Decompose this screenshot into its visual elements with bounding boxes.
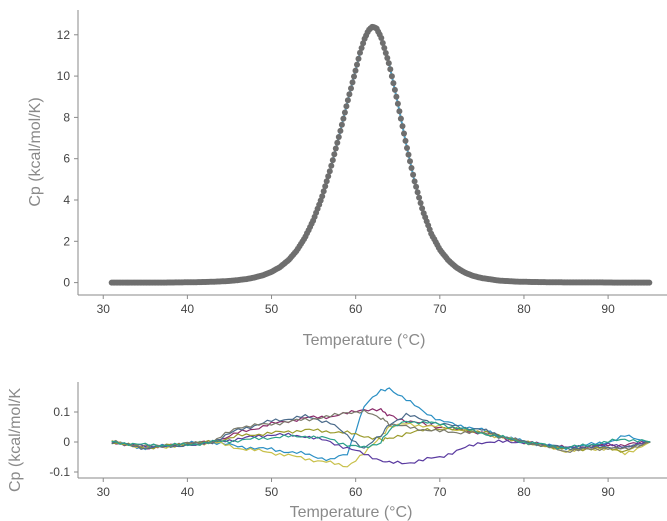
top-data-point: [331, 151, 338, 158]
top-x-tick-label: 40: [181, 302, 195, 316]
bottom-x-tick-label: 50: [265, 485, 279, 499]
top-data-point: [320, 188, 327, 195]
bottom-data-lines: [111, 387, 651, 468]
bottom-x-axis-title: Temperature (°C): [290, 504, 413, 521]
top-y-tick-label: 6: [63, 152, 70, 166]
top-data-point: [348, 85, 354, 92]
top-data-point: [381, 45, 388, 51]
top-data-point: [323, 178, 330, 185]
top-data-point: [419, 205, 426, 212]
top-data-point: [351, 73, 357, 80]
top-data-point: [340, 115, 347, 122]
top-data-point: [388, 73, 395, 80]
top-data-point: [343, 103, 350, 110]
bottom-x-tick-label: 90: [601, 485, 615, 499]
top-data-point: [401, 130, 407, 137]
top-data-point: [408, 165, 415, 171]
top-data-point: [387, 66, 394, 73]
top-y-tick-label: 0: [63, 276, 70, 290]
bottom-x-tick-label: 80: [517, 485, 531, 499]
top-data-point: [399, 123, 406, 130]
top-y-tick-label: 2: [63, 234, 70, 248]
top-data-point: [396, 108, 403, 115]
bottom-chart-panel: 30 40 50 60 70 80 90 -0.1 0 0.1 Temperature (°C)…: [7, 382, 667, 521]
top-data-point: [413, 183, 420, 190]
top-data-point: [358, 45, 365, 51]
top-chart-panel: 30 40 50 60 70 80 90 0 2 4 6 8 10 12 Temperature (°C…: [27, 10, 667, 349]
top-data-point: [325, 173, 332, 180]
top-y-tick-label: 10: [57, 69, 71, 83]
top-data-point: [397, 115, 404, 122]
top-y-tick-label: 8: [63, 110, 70, 124]
top-data-point: [394, 100, 401, 107]
top-data-point: [328, 162, 335, 169]
top-data-point: [379, 40, 386, 46]
top-y-axis-title: Cp (kcal/mol/K): [27, 97, 44, 206]
top-data-point: [319, 193, 326, 200]
top-data-point: [391, 86, 398, 93]
bottom-series-line: [111, 420, 651, 450]
bottom-x-tick-label: 60: [349, 485, 363, 499]
top-data-point: [414, 189, 421, 196]
top-x-tick-label: 60: [349, 302, 363, 316]
top-data-point: [354, 61, 360, 68]
top-data-point: [390, 80, 397, 87]
top-x-tick-label: 70: [433, 302, 447, 316]
top-data-point: [349, 79, 356, 86]
top-data-point: [384, 55, 391, 61]
bottom-y-axis-title: Cp (kcal/mol/K: [7, 388, 24, 492]
top-y-tick-label: 12: [57, 28, 71, 42]
bottom-y-tick-label: 0: [63, 435, 70, 449]
top-data-point: [410, 171, 417, 178]
top-data-point: [385, 60, 392, 67]
top-data-point: [338, 121, 345, 128]
top-data-point: [346, 91, 353, 98]
top-data-point: [405, 151, 412, 158]
bottom-x-tick-label: 30: [97, 485, 111, 499]
top-data-point: [417, 200, 424, 206]
top-data-point: [393, 93, 400, 100]
bottom-x-ticks: 30 40 50 60 70 80 90: [97, 478, 615, 499]
top-data-point: [646, 279, 653, 286]
top-data-points: [108, 23, 653, 286]
top-data-point: [382, 50, 389, 56]
top-data-point: [407, 158, 413, 165]
top-data-point: [322, 183, 329, 190]
top-x-tick-label: 90: [601, 302, 615, 316]
top-data-point: [326, 168, 333, 175]
top-y-ticks: 0 2 4 6 8 10 12: [57, 28, 78, 290]
top-fit-curve: [111, 25, 651, 284]
bottom-x-tick-label: 40: [181, 485, 195, 499]
top-data-point: [334, 139, 341, 146]
top-x-axis-title: Temperature (°C): [303, 332, 426, 349]
top-data-point: [411, 178, 418, 185]
top-x-tick-label: 30: [97, 302, 111, 316]
top-x-tick-label: 80: [517, 302, 531, 316]
bottom-x-tick-label: 70: [433, 485, 447, 499]
top-x-tick-label: 50: [265, 302, 279, 316]
top-data-point: [416, 194, 423, 201]
bottom-y-tick-label: 0.1: [53, 405, 70, 419]
top-data-point: [329, 157, 336, 164]
top-data-point: [378, 35, 385, 41]
top-data-point: [404, 145, 410, 151]
bottom-series-line: [111, 426, 651, 453]
top-data-point: [352, 67, 359, 74]
top-data-point: [402, 137, 409, 144]
top-data-point: [337, 127, 344, 134]
bottom-series-line: [111, 409, 651, 454]
top-x-ticks: 30 40 50 60 70 80 90: [97, 295, 615, 316]
top-data-point: [332, 145, 339, 152]
top-y-tick-label: 4: [63, 193, 70, 207]
top-data-point: [344, 97, 351, 104]
bottom-y-ticks: -0.1 0 0.1: [49, 405, 78, 479]
top-data-point: [355, 55, 362, 62]
bottom-y-tick-label: -0.1: [49, 465, 70, 479]
top-data-point: [335, 134, 342, 140]
top-data-point: [357, 49, 363, 56]
top-data-point: [341, 109, 348, 116]
